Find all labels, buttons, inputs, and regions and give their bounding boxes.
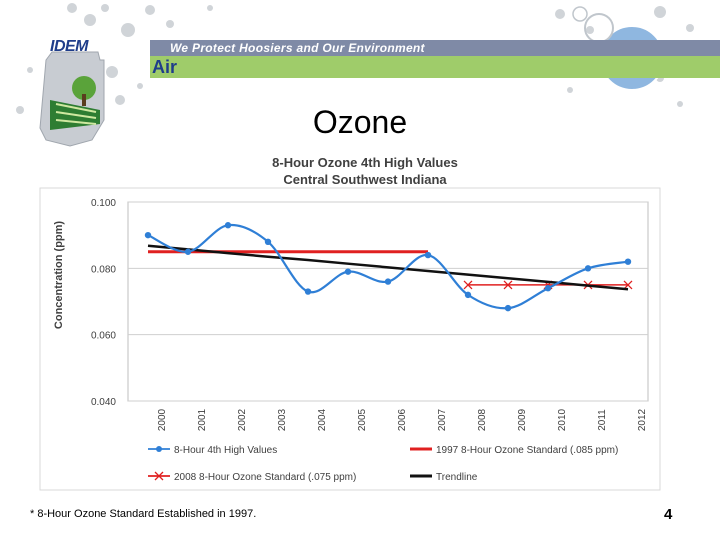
legend-label: 1997 8-Hour Ozone Standard (.085 ppm) — [436, 445, 618, 456]
legend-label: 8-Hour 4th High Values — [174, 445, 277, 456]
y-tick-label: 0.060 — [91, 331, 116, 342]
legend-label: 2008 8-Hour Ozone Standard (.075 ppm) — [174, 472, 356, 483]
legend-marker — [156, 446, 162, 452]
series-4th-high-point — [584, 265, 592, 272]
series-2008-standard-point — [463, 280, 473, 290]
series-4th-high-point — [544, 285, 552, 292]
series-2008-standard-point — [503, 280, 513, 290]
x-tick-label: 2005 — [357, 408, 368, 431]
footnote: * 8-Hour Ozone Standard Established in 1… — [30, 508, 257, 520]
y-tick-label: 0.080 — [91, 264, 116, 275]
x-tick-label: 2007 — [437, 408, 448, 431]
x-tick-label: 2002 — [237, 408, 248, 431]
section-label: Air — [152, 57, 178, 77]
chart-title-block: 8-Hour Ozone 4th High Values Central Sou… — [200, 154, 530, 188]
series-4th-high-point — [464, 291, 472, 299]
tree-icon — [72, 76, 96, 100]
x-tick-label: 2012 — [637, 408, 648, 431]
x-tick-label: 2000 — [157, 408, 168, 431]
chart-subtitle: Central Southwest Indiana — [283, 172, 447, 187]
series-2008-standard-point — [623, 280, 633, 290]
x-tick-label: 2001 — [197, 408, 208, 431]
chart-title: 8-Hour Ozone 4th High Values — [272, 155, 458, 170]
page-number: 4 — [664, 506, 673, 523]
y-tick-label: 0.100 — [91, 198, 116, 209]
x-tick-label: 2003 — [277, 408, 288, 431]
y-tick-label: 0.040 — [91, 397, 116, 408]
header-banner: IDEM We Protect Hoosiers and Our Environ… — [0, 0, 720, 150]
series-4th-high-point — [144, 231, 152, 239]
series-4th-high-point — [264, 238, 272, 245]
banner-strip — [150, 40, 720, 56]
series-4th-high-point — [624, 258, 632, 265]
x-tick-label: 2011 — [597, 409, 608, 431]
series-4th-high-point — [384, 278, 392, 285]
series-4th-high-point — [224, 222, 232, 229]
series-trendline — [147, 244, 629, 291]
y-axis-label: Concentration (ppm) — [53, 221, 65, 329]
legend-label: Trendline — [436, 472, 478, 483]
series-4th-high-point — [504, 304, 512, 312]
x-tick-label: 2009 — [517, 408, 528, 431]
chart-border — [39, 187, 661, 491]
x-tick-label: 2006 — [397, 408, 408, 431]
banner-slogan: We Protect Hoosiers and Our Environment — [170, 41, 425, 55]
series-4th-high-point — [304, 288, 312, 295]
series-4th-high-point — [344, 268, 352, 275]
idem-logo: IDEM — [50, 38, 89, 55]
x-tick-label: 2004 — [317, 408, 328, 431]
section-strip — [150, 56, 720, 78]
plot-area — [127, 201, 649, 402]
slide-title: Ozone — [312, 104, 408, 140]
series-4th-high-point — [424, 251, 432, 259]
x-tick-label: 2010 — [557, 408, 568, 431]
series-4th-high-point — [184, 248, 192, 255]
legend-marker — [154, 471, 164, 481]
x-tick-label: 2008 — [477, 408, 488, 431]
